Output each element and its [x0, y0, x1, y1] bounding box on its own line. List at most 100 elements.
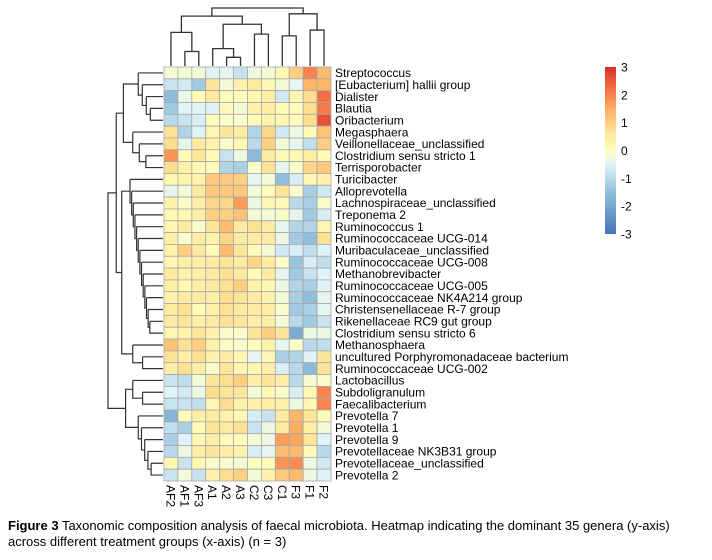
row-label: Faecalibacterium — [335, 397, 426, 411]
heatmap-cell — [302, 232, 318, 245]
column-label: A1 — [205, 485, 219, 500]
heatmap-cell — [177, 220, 193, 234]
heatmap-cell — [316, 102, 332, 115]
heatmap-cell — [219, 409, 234, 423]
column-label: A2 — [219, 485, 233, 500]
heatmap-cell — [261, 445, 276, 458]
row-label: Prevotella 9 — [335, 433, 399, 447]
heatmap-cell — [261, 314, 276, 328]
dendrogram-branch — [141, 391, 163, 405]
heatmap-cell — [288, 232, 304, 245]
heatmap-cell — [177, 196, 193, 210]
row-label: Megasphaera — [335, 125, 409, 139]
heatmap-cell — [247, 468, 262, 482]
heatmap-cell — [288, 244, 304, 257]
legend-tick-label: 1 — [621, 116, 628, 130]
heatmap-cell — [302, 445, 318, 458]
heatmap-cell — [163, 338, 179, 352]
heatmap-cell — [274, 314, 290, 328]
heatmap-cell — [177, 184, 193, 198]
heatmap-cell — [177, 421, 193, 435]
heatmap-cell — [191, 102, 207, 115]
heatmap-cell — [288, 433, 304, 446]
heatmap-cell — [302, 279, 318, 293]
heatmap-cell — [163, 326, 179, 340]
legend-tick-label: 3 — [621, 61, 628, 75]
heatmap-cell — [247, 102, 262, 115]
heatmap-cell — [288, 196, 304, 210]
heatmap-cell — [288, 456, 304, 470]
heatmap-cell — [274, 445, 290, 458]
heatmap-cells — [163, 66, 332, 482]
heatmap-cell — [205, 291, 221, 304]
heatmap-cell — [302, 456, 318, 470]
heatmap-cell — [261, 374, 276, 387]
caption-label: Figure 3 — [8, 518, 59, 533]
heatmap-cell — [177, 66, 193, 80]
heatmap-cell — [191, 137, 207, 151]
heatmap-cell — [302, 433, 318, 446]
heatmap-cell — [274, 255, 290, 269]
heatmap-cell — [205, 125, 221, 139]
heatmap-cell — [316, 338, 332, 352]
heatmap-cell — [261, 433, 276, 446]
heatmap-cell — [191, 267, 207, 281]
heatmap-cell — [177, 137, 193, 151]
heatmap-cell — [177, 374, 193, 387]
heatmap-cell — [177, 314, 193, 328]
heatmap-cell — [302, 173, 318, 186]
dendrogram-branch — [125, 388, 139, 429]
heatmap-cell — [274, 113, 290, 127]
row-label: Rikenellaceae RC9 gut group — [335, 315, 492, 329]
heatmap-cell — [177, 208, 193, 222]
heatmap-cell — [274, 409, 290, 423]
heatmap-cell — [302, 409, 318, 423]
heatmap-cell — [274, 291, 290, 304]
heatmap-cell — [261, 468, 276, 482]
heatmap-cell — [261, 397, 276, 411]
dendrogram-branch — [281, 35, 297, 66]
heatmap-cell — [316, 137, 332, 151]
legend-tick-label: -1 — [621, 172, 632, 186]
row-label: Treponema 2 — [335, 208, 406, 222]
heatmap-cell — [191, 468, 207, 482]
row-label: Ruminococcaceae UCG-002 — [335, 362, 488, 376]
heatmap-cell — [261, 161, 276, 174]
heatmap-cell — [163, 456, 179, 470]
heatmap-cell — [205, 350, 221, 364]
heatmap-cell — [274, 232, 290, 245]
figure-caption: Figure 3 Taxonomic composition analysis … — [8, 518, 708, 550]
heatmap-cell — [191, 244, 207, 257]
dendrogram-branch — [131, 190, 163, 216]
heatmap-cell — [288, 303, 304, 316]
heatmap-cell — [205, 184, 221, 198]
heatmap-cell — [233, 445, 248, 458]
heatmap-cell — [302, 350, 318, 364]
heatmap-cell — [302, 196, 318, 210]
heatmap-cell — [219, 456, 234, 470]
heatmap-cell — [163, 196, 179, 210]
dendrogram-branch — [147, 308, 163, 328]
heatmap-cell — [316, 362, 332, 375]
heatmap-cell — [274, 279, 290, 293]
heatmap-cell — [191, 255, 207, 269]
row-label: Ruminococcus 1 — [335, 220, 424, 234]
heatmap-cell — [247, 267, 262, 281]
row-label: Streptococcus — [335, 66, 411, 80]
heatmap-cell — [274, 78, 290, 92]
heatmap-cell — [288, 161, 304, 174]
heatmap-cell — [316, 456, 332, 470]
heatmap-cell — [247, 362, 262, 375]
heatmap-cell — [233, 338, 248, 352]
column-label: C3 — [261, 485, 275, 501]
heatmap-cell — [274, 161, 290, 174]
heatmap-cell — [163, 232, 179, 245]
row-label: Oribacterium — [335, 113, 404, 127]
heatmap-cell — [288, 113, 304, 127]
heatmap-cell — [163, 468, 179, 482]
heatmap-cell — [302, 102, 318, 115]
row-labels: Streptococcus[Eubacterium] hallii groupD… — [335, 66, 568, 482]
dendrogram-branch — [132, 202, 163, 228]
heatmap-cell — [288, 421, 304, 435]
heatmap-cell — [191, 338, 207, 352]
